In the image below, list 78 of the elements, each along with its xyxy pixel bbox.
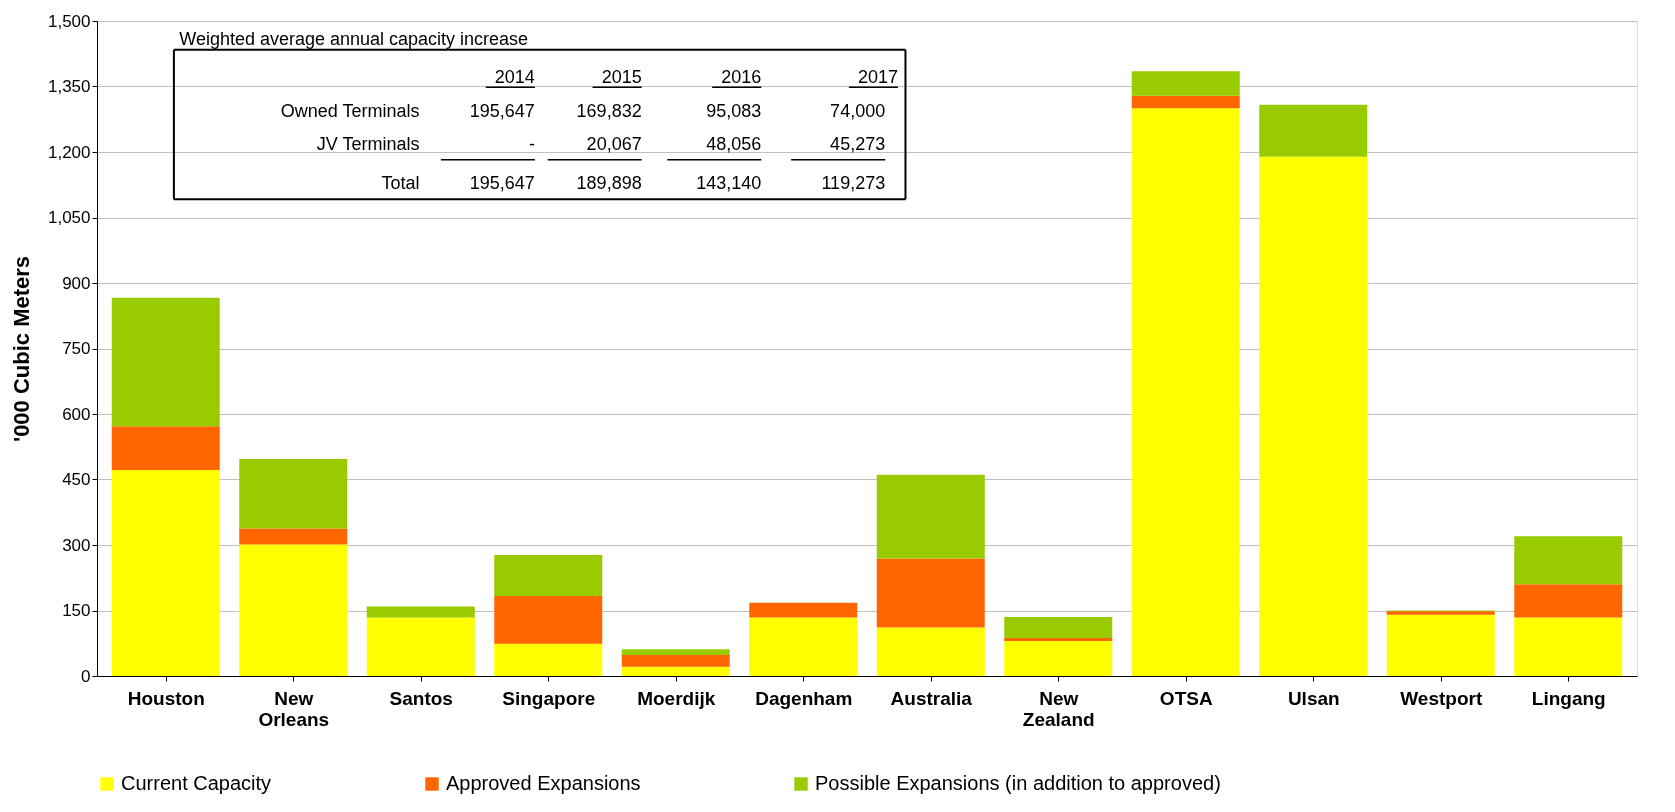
bar [366,606,475,618]
y-tick-label: 0 [81,666,91,686]
bar [621,666,730,676]
x-tick-label: Dagenham [755,687,853,709]
x-tick-label: Houston [127,687,205,709]
bar [1004,638,1113,642]
annotation: 195,647 [469,173,535,194]
y-tick-label: 150 [62,601,91,620]
bar [1514,584,1623,618]
annotation: 20,067 [586,133,642,154]
annotation: - [528,133,535,154]
y-tick-label: 300 [62,535,91,555]
y-tick-label: 750 [62,339,91,358]
bar [239,528,348,545]
annotation: 119,273 [821,173,886,194]
y-tick-label: 600 [62,404,91,424]
bar [1004,641,1113,676]
annotation: 189,898 [576,173,642,194]
bar [621,655,730,667]
annotation: Owned Terminals [280,100,420,121]
legend-label: Current Capacity [121,772,272,794]
x-tick-label: Singapore [502,687,596,709]
bar [1131,108,1240,676]
y-axis-title: '000 Cubic Meters [8,255,34,443]
y-tick-label: 1,200 [47,142,91,162]
y-tick-label: 1,050 [47,208,91,227]
x-tick-label: New Orleans [258,687,330,730]
annotation: Total [381,173,420,194]
annotation: 143,140 [696,173,762,194]
x-tick-label: Westport [1400,687,1483,709]
annotation: 2017 [857,66,898,87]
annotation: 169,832 [576,100,642,121]
bar [494,643,603,676]
bar [876,627,985,676]
annotation: 2015 [601,66,642,87]
bar [1259,156,1368,676]
y-tick-label: 450 [62,470,91,489]
bar [1004,617,1113,639]
annotation: 74,000 [830,100,886,121]
bar [494,555,603,597]
annotation: 48,056 [706,133,762,154]
bar [239,458,348,529]
bar [749,602,858,618]
x-tick-label: Ulsan [1287,687,1340,709]
x-tick-label: New Zealand [1022,687,1095,730]
bar [111,297,220,427]
bar [876,474,985,559]
bar [749,617,858,676]
x-tick-label: Lingang [1531,687,1606,709]
bar [1386,614,1495,676]
annotation: 45,273 [830,133,886,154]
bar [111,426,220,470]
bar [1514,617,1623,676]
bar [111,469,220,676]
bar [1514,536,1623,585]
x-tick-label: OTSA [1159,687,1213,709]
bar [366,617,475,676]
bar [1131,71,1240,96]
annotation: 95,083 [706,100,762,121]
bar [1131,95,1240,109]
legend-label: Possible Expansions (in addition to approved) [815,772,1221,794]
y-tick-label: 1,350 [47,77,91,96]
x-tick-label: Santos [389,687,453,709]
x-tick-label: Australia [890,687,973,709]
y-tick-label: 1,500 [47,11,91,31]
bar [876,558,985,628]
bar [621,649,730,656]
annotation: 195,647 [469,100,535,121]
annotation: 2014 [494,66,535,87]
annotation: 2016 [721,66,762,87]
bar [1259,104,1368,157]
annotation: Weighted average annual capacity increase [179,29,529,50]
bar [494,596,603,644]
legend-label: Approved Expansions [446,772,641,794]
annotation: JV Terminals [316,133,420,154]
x-tick-label: Moerdijk [637,687,716,709]
y-tick-label: 900 [62,273,91,293]
bar [239,544,348,676]
